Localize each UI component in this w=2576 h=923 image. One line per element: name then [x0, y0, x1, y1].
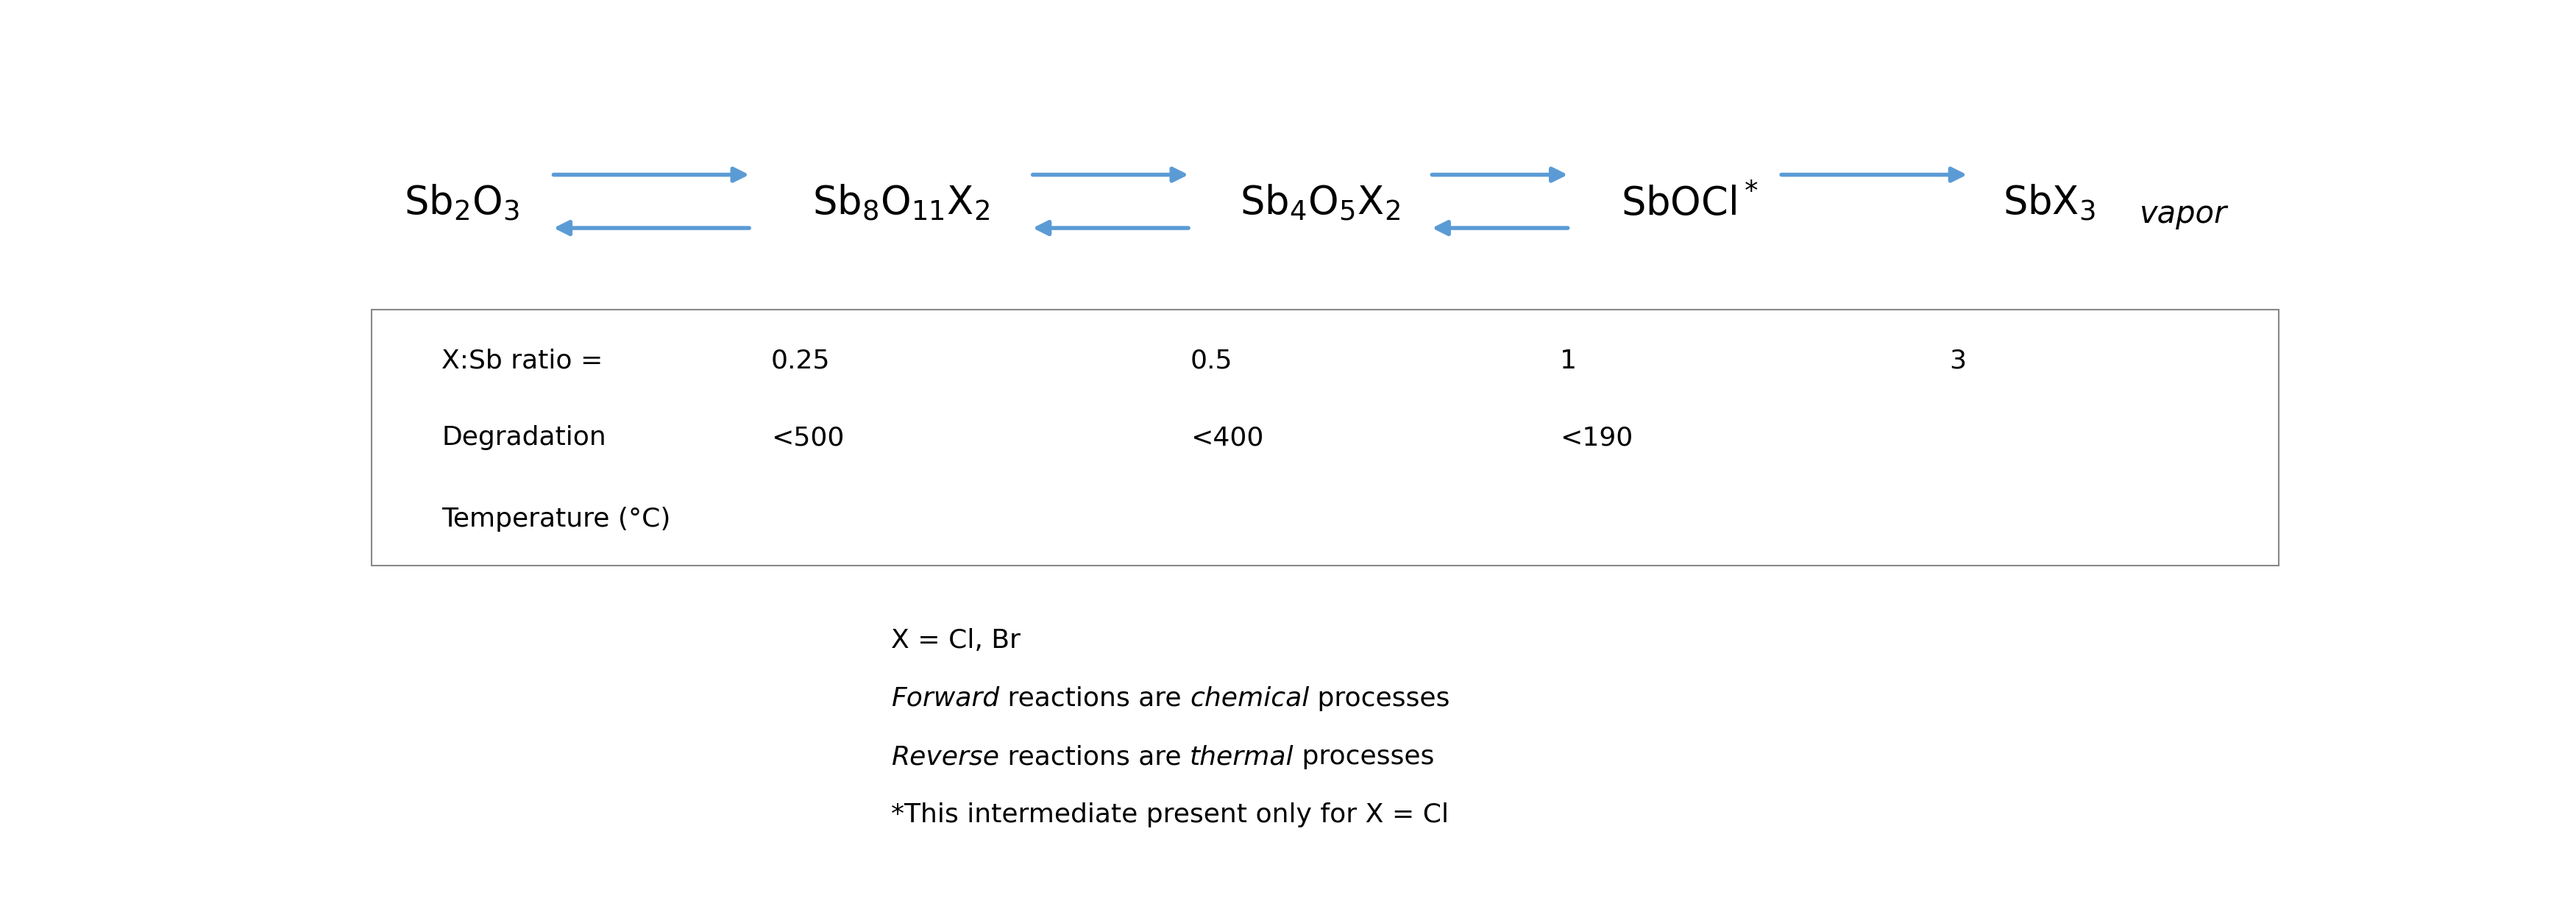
Text: <190: <190	[1561, 426, 1633, 450]
Text: Forward: Forward	[891, 686, 999, 711]
Text: <500: <500	[770, 426, 845, 450]
Text: 3: 3	[1950, 348, 1965, 374]
Text: 0.5: 0.5	[1190, 348, 1234, 374]
Text: Reverse: Reverse	[891, 744, 999, 769]
Text: Sb$_8$O$_{11}$X$_2$: Sb$_8$O$_{11}$X$_2$	[811, 184, 989, 223]
Text: 1: 1	[1561, 348, 1577, 374]
Text: chemical: chemical	[1190, 686, 1309, 711]
Text: Degradation: Degradation	[443, 426, 605, 450]
Text: Sb$_2$O$_3$: Sb$_2$O$_3$	[404, 184, 520, 223]
Text: *This intermediate present only for X = Cl: *This intermediate present only for X = …	[891, 803, 1448, 828]
Text: thermal: thermal	[1190, 744, 1293, 769]
Text: <400: <400	[1190, 426, 1265, 450]
Text: SbX$_3$: SbX$_3$	[2002, 184, 2094, 223]
Text: SbOCl$^*$: SbOCl$^*$	[1620, 184, 1759, 223]
Text: Sb$_4$O$_5$X$_2$: Sb$_4$O$_5$X$_2$	[1239, 184, 1401, 223]
Text: processes: processes	[1293, 744, 1435, 769]
Text: processes: processes	[1309, 686, 1450, 711]
Text: vapor: vapor	[2138, 198, 2226, 229]
Text: reactions are: reactions are	[999, 686, 1190, 711]
Text: X:Sb ratio =: X:Sb ratio =	[443, 348, 603, 374]
Bar	[371, 310, 2277, 566]
Text: Temperature (°C): Temperature (°C)	[443, 507, 670, 532]
Text: reactions are: reactions are	[999, 744, 1190, 769]
Text: X = Cl, Br: X = Cl, Br	[891, 628, 1020, 653]
Text: 0.25: 0.25	[770, 348, 829, 374]
